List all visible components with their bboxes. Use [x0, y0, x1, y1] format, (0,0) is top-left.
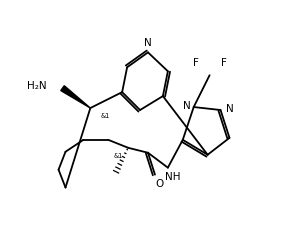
Text: &1: &1: [100, 113, 110, 119]
Text: &1: &1: [114, 153, 123, 159]
Text: NH: NH: [165, 172, 180, 182]
Polygon shape: [61, 86, 90, 108]
Text: H₂N: H₂N: [27, 81, 47, 91]
Text: N: N: [144, 38, 152, 48]
Text: O: O: [156, 179, 164, 189]
Text: N: N: [183, 101, 191, 111]
Text: F: F: [220, 58, 227, 68]
Text: F: F: [193, 58, 199, 68]
Text: N: N: [226, 104, 233, 114]
